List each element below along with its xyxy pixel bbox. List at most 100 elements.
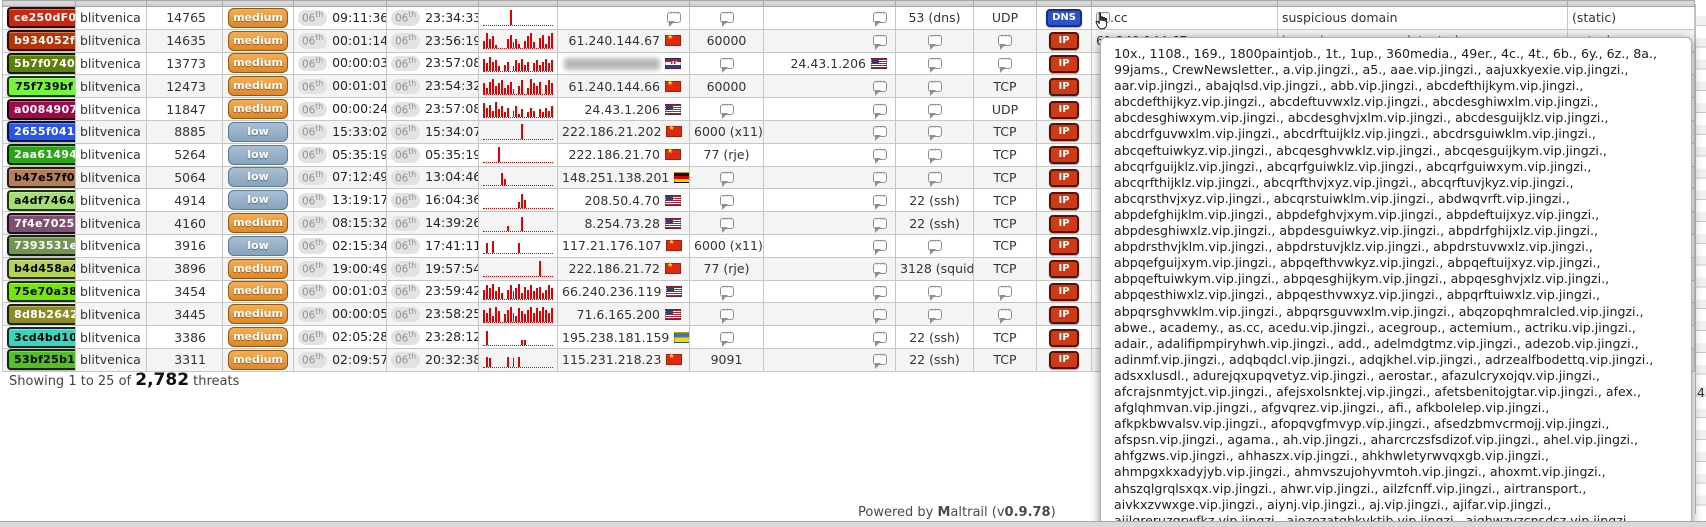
comment-bubble-icon[interactable] [927, 237, 942, 256]
spark-bar [503, 314, 506, 322]
comment-bubble-icon[interactable] [719, 283, 734, 301]
comment-bubble-icon[interactable] [998, 306, 1012, 324]
comment-bubble-icon[interactable] [998, 283, 1012, 301]
threat-id-badge[interactable]: 2aa61494 [7, 144, 75, 166]
threat-type-badge[interactable]: IP [1049, 100, 1079, 119]
trail-value[interactable]: .cc [1110, 10, 1128, 26]
sensor-name: blitvenica [75, 325, 147, 349]
threat-type-badge[interactable]: IP [1049, 328, 1079, 347]
comment-bubble-icon[interactable] [873, 351, 887, 370]
severity-cell: low [222, 142, 294, 167]
threat-type-cell: IP [1036, 97, 1092, 121]
threat-type-badge[interactable]: IP [1049, 146, 1079, 165]
comment-bubble-icon[interactable] [719, 169, 734, 187]
comment-bubble-icon[interactable] [998, 32, 1012, 51]
day-pill: 06th [298, 78, 328, 95]
comment-bubble-icon[interactable] [873, 146, 887, 165]
comment-bubble-icon[interactable] [667, 9, 681, 28]
comment-bubble-icon[interactable] [873, 329, 887, 347]
comment-bubble-icon[interactable] [719, 9, 734, 28]
threat-id-badge[interactable]: 2655f041 [7, 121, 75, 143]
comment-bubble-icon[interactable] [873, 237, 887, 256]
bottom-scrollbar-strip[interactable] [0, 521, 1706, 527]
sparkline-cell [478, 142, 558, 167]
threat-type-badge[interactable]: IP [1049, 282, 1079, 301]
comment-bubble-icon[interactable] [927, 123, 942, 142]
threat-type-badge[interactable]: IP [1049, 191, 1079, 210]
src-port: 77 (rje) [689, 142, 764, 167]
spark-bar [485, 285, 488, 299]
threat-id-badge[interactable]: a0084907 [7, 98, 75, 120]
comment-bubble-icon[interactable] [873, 192, 887, 210]
comment-bubble-icon[interactable] [719, 329, 734, 347]
comment-bubble-icon[interactable] [719, 306, 734, 324]
comment-bubble-icon[interactable] [873, 9, 887, 28]
spark-bar [485, 312, 488, 322]
comment-bubble-icon[interactable] [719, 215, 734, 233]
comment-bubble-icon[interactable] [927, 32, 942, 51]
comment-bubble-icon[interactable] [873, 283, 887, 301]
spark-bar [521, 311, 524, 322]
threat-type-badge[interactable]: IP [1049, 32, 1079, 51]
threat-type-badge[interactable]: IP [1049, 77, 1079, 96]
threat-id-badge[interactable]: 8d8b2642 [7, 303, 75, 325]
comment-bubble-icon[interactable] [873, 215, 887, 233]
threat-id-badge[interactable]: 5b7f0740 [7, 53, 75, 74]
comment-bubble-icon[interactable] [873, 78, 887, 96]
threat-id-badge[interactable]: 75e70a38 [7, 281, 75, 302]
comment-bubble-icon[interactable] [927, 306, 942, 324]
comment-bubble-icon[interactable] [927, 283, 942, 301]
table-row[interactable]: ce250dF0 blitvenica 14765 medium 06th 09:11:3… [2, 6, 1695, 30]
threat-id-badge[interactable]: b47e57f0 [7, 167, 75, 188]
comment-bubble-icon[interactable] [719, 101, 734, 119]
threat-type-badge[interactable]: IP [1049, 214, 1079, 233]
threat-id-badge[interactable]: 3cd4bd10 [7, 326, 75, 348]
dst-ip [763, 256, 896, 281]
threat-type-badge[interactable]: IP [1049, 260, 1079, 279]
comment-bubble-icon[interactable] [719, 192, 734, 210]
threat-type-badge[interactable]: DNS [1046, 9, 1082, 28]
threat-id-badge[interactable]: b934052f [7, 30, 75, 52]
events-count: 8885 [146, 119, 223, 144]
events-count: 3311 [146, 347, 223, 372]
comment-bubble-icon[interactable] [927, 169, 942, 187]
threat-id-badge[interactable]: a4df7464 [7, 189, 75, 211]
last-seen-time: 23:58:25 [425, 306, 479, 322]
comment-bubble-icon[interactable] [927, 101, 942, 119]
threat-type-badge[interactable]: IP [1049, 123, 1079, 142]
last-seen-time: 23:56:19 [425, 32, 479, 48]
src-port [689, 302, 764, 327]
threat-type-badge[interactable]: IP [1049, 351, 1079, 370]
threat-type-badge[interactable]: IP [1049, 168, 1079, 187]
severity-cell: low [222, 119, 294, 144]
comment-bubble-icon[interactable] [927, 146, 942, 165]
trail-cell[interactable]: .cc [1091, 6, 1278, 30]
comment-bubble-icon[interactable] [873, 260, 887, 279]
src-ip-value: 61.240.144.67 [568, 33, 660, 49]
comment-bubble-icon[interactable] [873, 169, 887, 187]
spark-bar [547, 80, 550, 94]
comment-bubble-icon[interactable] [873, 101, 887, 119]
threat-id-badge[interactable]: 75f739bf [7, 75, 75, 97]
threat-type-badge[interactable]: IP [1049, 305, 1079, 324]
comment-bubble-icon[interactable] [927, 55, 942, 73]
threat-id-badge[interactable]: 53bf25b1 [7, 349, 75, 371]
events-count: 5264 [146, 142, 223, 167]
spark-bar [485, 356, 488, 368]
threat-id-badge[interactable]: b4d458a4 [7, 258, 75, 280]
comment-bubble-icon[interactable] [873, 306, 887, 324]
threat-type-badge[interactable]: IP [1049, 237, 1079, 256]
threat-id-badge[interactable]: ce250dF0 [7, 7, 75, 29]
src-port: 9091 [689, 347, 764, 372]
threat-type-cell: IP [1036, 119, 1092, 144]
comment-bubble-icon[interactable] [998, 55, 1012, 73]
comment-bubble-icon[interactable] [927, 78, 942, 96]
threat-type-badge[interactable]: IP [1049, 54, 1079, 73]
comment-bubble-icon[interactable] [719, 55, 734, 73]
comment-bubble-icon[interactable] [873, 123, 887, 142]
threat-id-cell: 5b7f0740 [2, 51, 76, 76]
threat-id-badge[interactable]: 7393531e [7, 235, 75, 257]
src-ip-value: 208.50.4.70 [584, 192, 660, 208]
threat-id-badge[interactable]: 7f4e7025 [7, 212, 75, 234]
comment-bubble-icon[interactable] [873, 32, 887, 51]
